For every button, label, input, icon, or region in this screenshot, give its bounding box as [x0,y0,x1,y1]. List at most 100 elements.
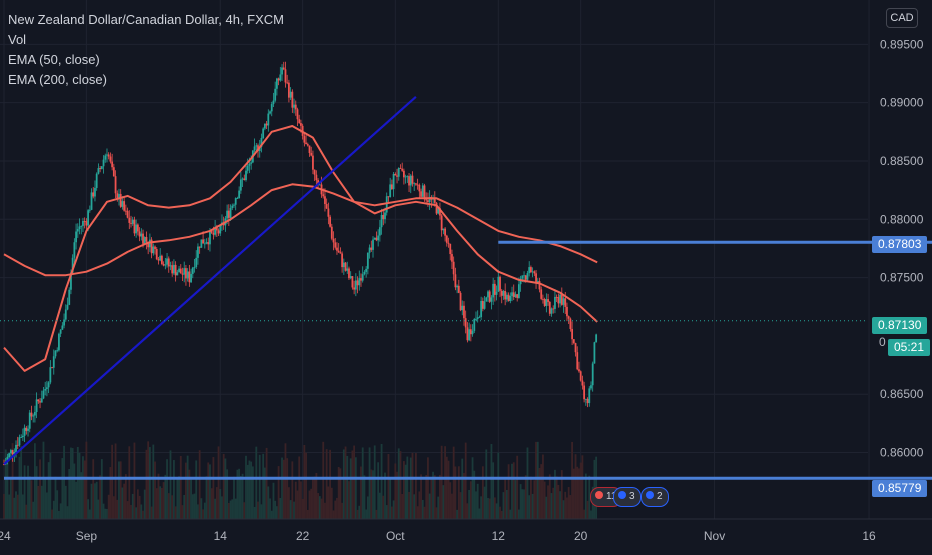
candle-body [531,271,534,273]
volume-bar [530,476,532,519]
candle-body [502,291,505,296]
candle-body [183,268,186,275]
time-axis[interactable]: 24 Sep 14 22 Oct 12 20 Nov 16 [0,529,876,543]
candle [279,66,282,82]
symbol-title[interactable]: New Zealand Dollar/Canadian Dollar, 4h, … [8,12,285,27]
candle-body [291,91,294,108]
event-badge-second[interactable]: 3 [613,487,641,507]
volume-bar [370,469,373,519]
candle [35,392,38,419]
volume-bar [258,454,261,519]
volume-bar [71,448,74,519]
volume-bar [221,496,223,519]
volume-bar [504,479,507,519]
volume-bar [572,468,575,519]
volume-bar [526,447,529,519]
volume-bar [118,461,120,519]
candle [136,223,139,236]
candle [157,257,160,265]
candle [533,270,536,277]
candle-body [576,352,579,370]
volume-bar [95,481,98,519]
volume-bar [119,461,122,519]
candle-body [133,219,136,234]
candle-body [581,380,584,386]
candle-body [106,154,108,156]
currency-button[interactable]: CAD [886,8,918,28]
candle [173,259,175,276]
candle [245,165,247,182]
legend-ema-50[interactable]: EMA (50, close) [8,52,100,67]
volume-bar [310,488,313,519]
candle [75,223,77,250]
volume-bar [454,466,457,519]
candle [267,109,270,132]
candle [366,252,369,275]
event-badge-third[interactable]: 2 [641,487,669,507]
candle [181,267,184,281]
candle-body [358,278,361,286]
price-axis[interactable]: 0.89500 0.89000 0.88500 0.88000 0.87500 0.865… [880,37,924,459]
candle [554,289,556,314]
candle-body [485,297,488,302]
legend-vol[interactable]: Vol [8,32,27,47]
candle [428,190,431,210]
candle-body [468,329,471,341]
candle [382,208,385,226]
candle [497,269,500,292]
candle-body [30,412,33,417]
candle-body [425,199,428,201]
price-tick-label: 0.87500 [880,271,924,285]
volume-bar [569,495,572,519]
candle-body [92,192,95,197]
volume-bar [236,469,239,519]
ema-50-line[interactable] [3,125,598,372]
candle-body [562,298,565,305]
volume-bar [246,464,249,519]
candle-body [181,273,184,275]
candle [349,271,352,280]
volume-bar [27,465,29,519]
volume-bar [210,488,213,519]
candles[interactable] [3,61,598,466]
volume-bar [3,493,5,519]
volume-bar [209,464,211,519]
candle [203,238,206,249]
candle [344,262,347,272]
time-tick-label: 22 [296,529,310,543]
horizontal-lines[interactable] [0,240,932,480]
candle-body [390,184,393,190]
candle [114,170,117,199]
candle [567,315,570,324]
candle [415,183,417,186]
ema-200-line[interactable] [3,183,598,277]
volume-bar [90,483,93,519]
legend-ema-200[interactable]: EMA (200, close) [8,72,107,87]
candle [289,87,292,101]
trendline[interactable] [3,95,417,466]
candle [56,347,59,353]
volume-bar [579,462,582,519]
candle [207,237,210,251]
candle [234,197,237,211]
candle [528,261,531,277]
candle-body [348,268,350,279]
candle-body [303,135,306,143]
volume-bar [394,463,397,519]
candle-body [44,388,47,391]
candle-body [107,154,110,157]
candle [167,256,170,273]
volume-bar [257,501,259,519]
candle [569,317,572,332]
volume-bar [37,485,40,519]
candle [346,261,349,274]
volume-bar [270,510,273,519]
candle-body [315,174,318,181]
volume-bar [495,503,498,519]
volume-bar [346,455,349,519]
candle-body [535,273,537,283]
volume-bar [301,498,304,519]
volume-bar [339,468,342,519]
